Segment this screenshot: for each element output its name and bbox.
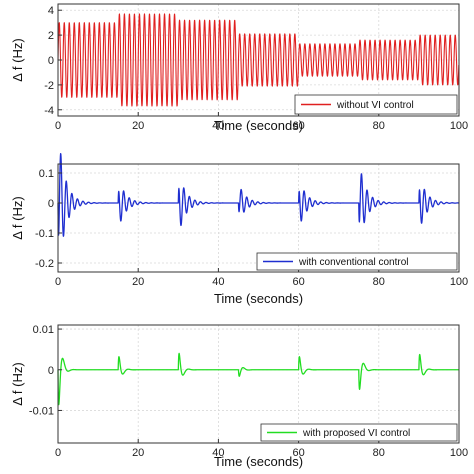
legend: with conventional control xyxy=(256,252,458,271)
chart-panel-1: 0 20 40 60 80 100 -4 -2 0 2 4 Time (seconds) Δ f (Hz… xyxy=(10,3,468,133)
x-tick-label: 0 xyxy=(55,120,61,132)
legend-label: without VI control xyxy=(336,100,414,111)
x-tick-label: 80 xyxy=(373,120,385,132)
y-tick-label: 0.01 xyxy=(33,324,54,336)
y-tick-label: -4 xyxy=(44,105,54,117)
legend-box xyxy=(260,423,458,442)
x-tick-label: 100 xyxy=(450,276,468,288)
y-tick-label: 0 xyxy=(48,198,54,210)
y-tick-label: -0.1 xyxy=(35,228,54,240)
y-tick-label: -0.01 xyxy=(29,405,54,417)
chart-panel-2: 0 20 40 60 80 100 -0.2 -0.1 0 0.1 Time (seconds) Δ … xyxy=(10,153,468,306)
legend-label: with conventional control xyxy=(298,257,409,268)
series-line xyxy=(57,352,460,406)
y-tick-label: 0.1 xyxy=(39,168,54,180)
axes-frame xyxy=(57,324,460,444)
y-axis-label: Δ f (Hz) xyxy=(10,38,25,81)
x-tick-label: 40 xyxy=(212,447,224,459)
x-tick-label: 20 xyxy=(132,276,144,288)
y-tick-label: 2 xyxy=(48,30,54,42)
legend-box xyxy=(256,252,458,271)
x-tick-label: 80 xyxy=(373,447,385,459)
y-tick-label: 4 xyxy=(48,5,54,17)
y-tick-label: 0 xyxy=(48,55,54,67)
x-tick-label: 100 xyxy=(450,447,468,459)
legend: without VI control xyxy=(294,94,458,115)
x-tick-label: 60 xyxy=(292,276,304,288)
x-tick-label: 20 xyxy=(132,447,144,459)
y-tick-label: -0.2 xyxy=(35,258,54,270)
axes-frame xyxy=(57,163,460,273)
x-tick-label: 0 xyxy=(55,276,61,288)
series-line xyxy=(57,13,460,107)
x-tick-label: 40 xyxy=(212,120,224,132)
x-axis-label: Time (seconds) xyxy=(214,454,303,469)
y-axis-label: Δ f (Hz) xyxy=(10,362,25,405)
legend-box xyxy=(294,94,458,115)
y-tick-label: 0 xyxy=(48,365,54,377)
x-tick-label: 0 xyxy=(55,447,61,459)
x-tick-label: 60 xyxy=(292,447,304,459)
x-tick-label: 20 xyxy=(132,120,144,132)
x-tick-label: 60 xyxy=(292,120,304,132)
legend-label: with proposed VI control xyxy=(302,428,410,439)
plot-area xyxy=(58,325,459,443)
x-axis-label: Time (seconds) xyxy=(214,118,303,133)
chart-panel-3: 0 20 40 60 80 100 -0.01 0 0.01 Time (seconds) Δ f … xyxy=(10,324,468,469)
legend: with proposed VI control xyxy=(260,423,458,442)
y-tick-label: -2 xyxy=(44,80,54,92)
x-tick-label: 80 xyxy=(373,276,385,288)
y-axis-label: Δ f (Hz) xyxy=(10,196,25,239)
series-line xyxy=(57,153,460,237)
x-tick-label: 100 xyxy=(450,120,468,132)
x-axis-label: Time (seconds) xyxy=(214,291,303,306)
x-tick-label: 40 xyxy=(212,276,224,288)
